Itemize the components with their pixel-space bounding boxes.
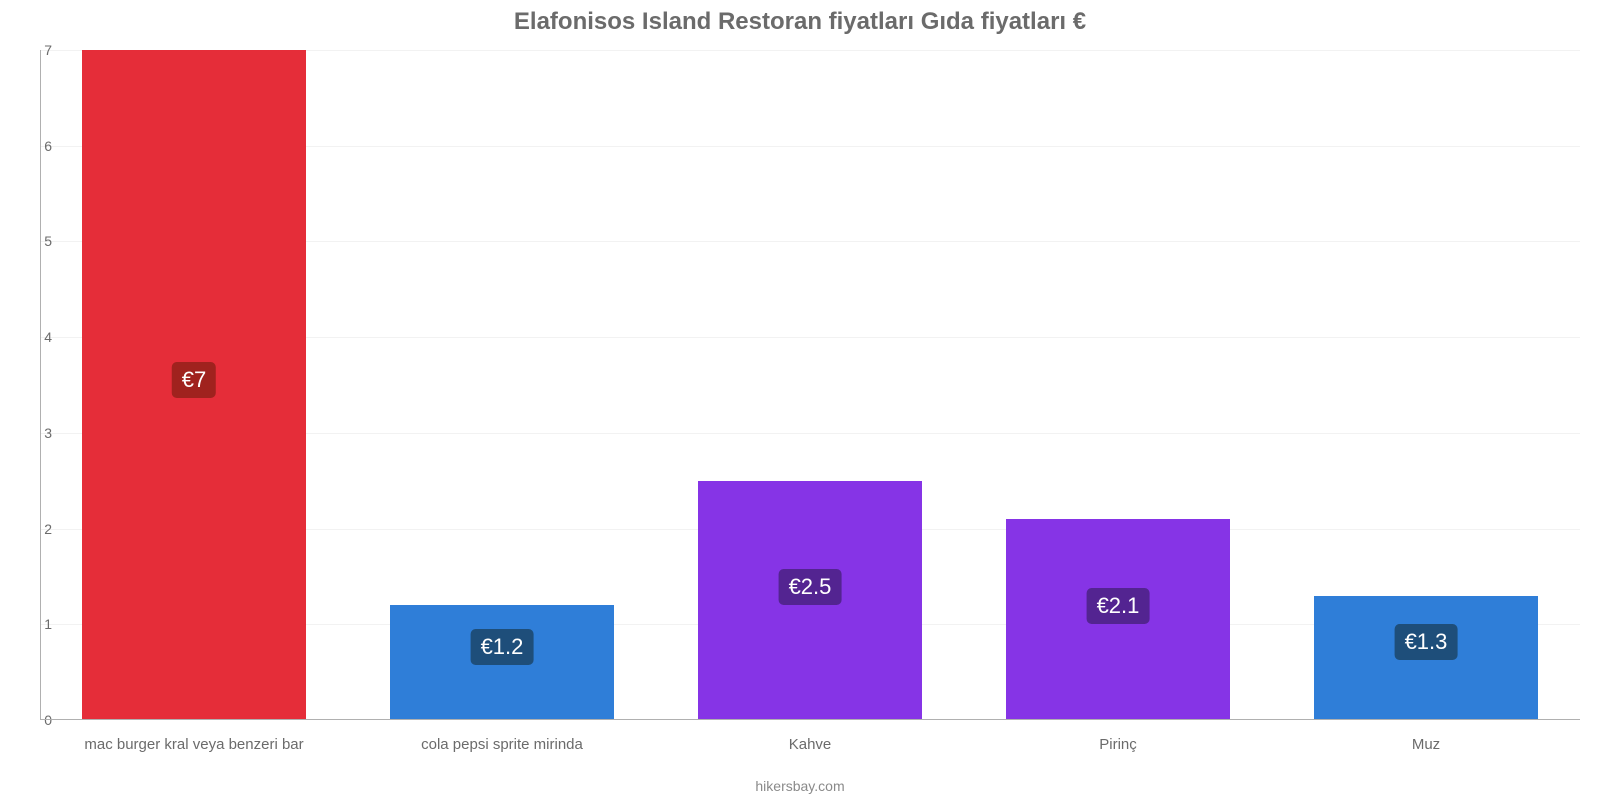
bar: €7 [82, 50, 307, 720]
bar-value-label: €1.2 [471, 629, 534, 665]
bar: €1.3 [1314, 50, 1539, 720]
plot-area: €7 €1.2 €2.5 €2.1 €1.3 [40, 50, 1580, 720]
y-tick-label: 0 [22, 712, 52, 728]
chart-footer: hikersbay.com [0, 778, 1600, 794]
bar: €2.1 [1006, 50, 1231, 720]
y-tick-label: 4 [22, 329, 52, 345]
bar-value-label: €2.1 [1087, 588, 1150, 624]
bar-value-label: €2.5 [779, 569, 842, 605]
y-tick-label: 2 [22, 521, 52, 537]
bar-value-label: €7 [172, 362, 216, 398]
y-tick-label: 6 [22, 138, 52, 154]
x-tick-label: Muz [1272, 736, 1580, 753]
y-tick-label: 1 [22, 616, 52, 632]
bar-value-label: €1.3 [1395, 624, 1458, 660]
y-tick-label: 7 [22, 42, 52, 58]
y-tick-label: 5 [22, 233, 52, 249]
bar: €2.5 [698, 50, 923, 720]
y-tick-label: 3 [22, 425, 52, 441]
x-tick-label: Kahve [656, 736, 964, 753]
bar: €1.2 [390, 50, 615, 720]
y-axis-line [40, 50, 41, 720]
x-tick-label: mac burger kral veya benzeri bar [40, 736, 348, 753]
x-tick-label: cola pepsi sprite mirinda [348, 736, 656, 753]
chart-title: Elafonisos Island Restoran fiyatları Gıd… [0, 8, 1600, 36]
x-tick-label: Pirinç [964, 736, 1272, 753]
x-axis-line [40, 719, 1580, 720]
chart-container: Elafonisos Island Restoran fiyatları Gıd… [0, 0, 1600, 800]
